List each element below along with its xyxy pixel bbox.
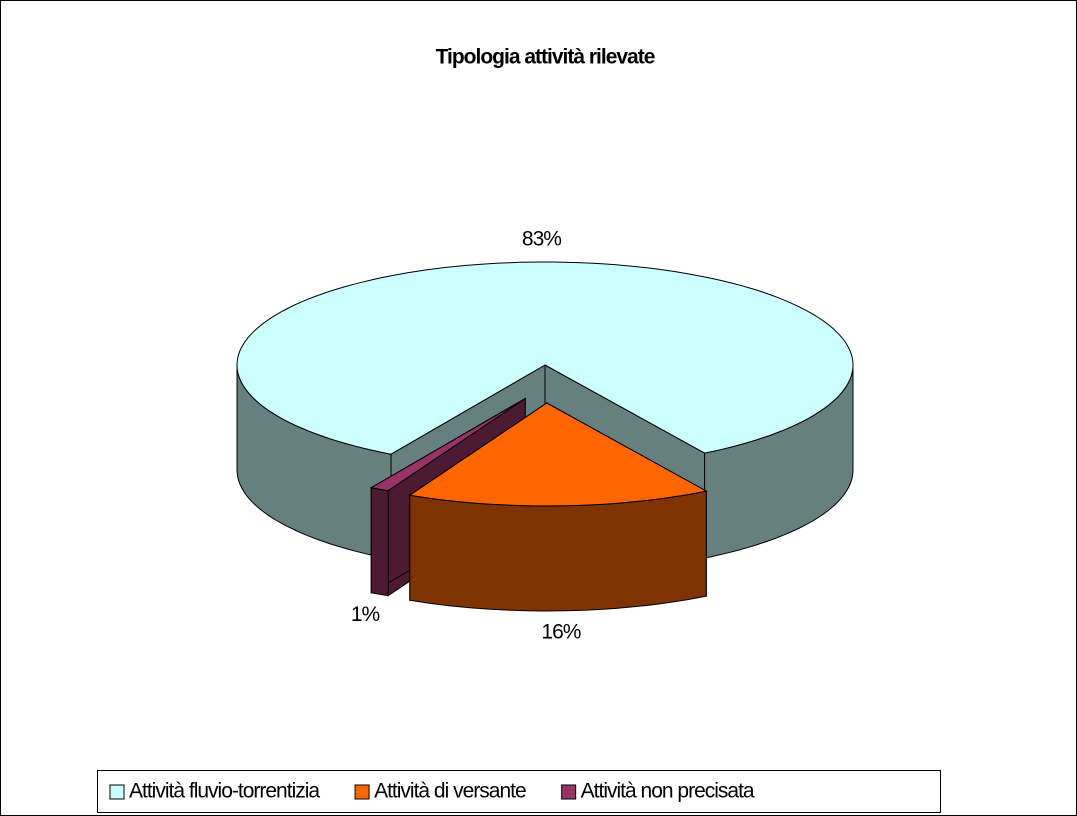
legend-label: Attività di versante (374, 780, 526, 803)
legend-swatch (109, 784, 125, 800)
legend: Attività fluvio-torrentizia Attività di v… (109, 780, 756, 803)
legend-box (97, 770, 941, 813)
legend-label: Attività fluvio-torrentizia (129, 780, 320, 803)
legend-label: Attività non precisata (581, 780, 755, 803)
legend-swatch (354, 784, 370, 800)
slice-side (370, 487, 389, 597)
data-label: 1% (351, 603, 380, 626)
pie (236, 261, 854, 612)
slice-top (236, 261, 854, 455)
slice-top (369, 398, 526, 492)
slice-side (409, 490, 707, 612)
legend-swatch (561, 784, 577, 800)
data-label: 83% (522, 227, 561, 250)
slice-top (408, 402, 708, 507)
chart-title: Tipologia attività rilevate (436, 46, 655, 69)
data-label: 16% (541, 621, 580, 644)
pie-slice (408, 402, 708, 612)
